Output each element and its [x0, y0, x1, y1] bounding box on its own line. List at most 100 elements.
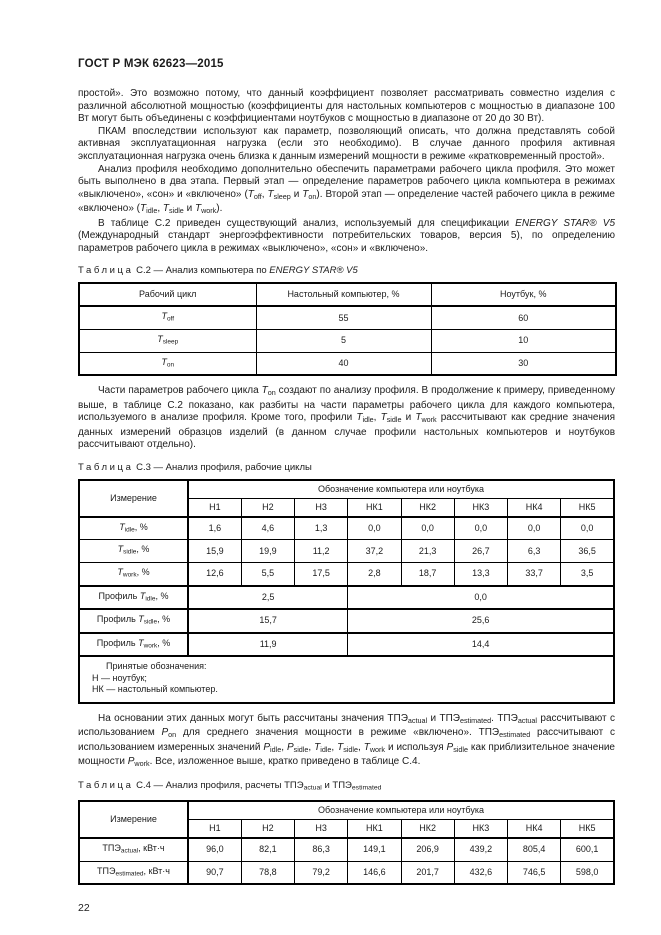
table-row: Профиль Tidle, % 2,5 0,0 — [78, 584, 615, 610]
table-cell: 11,2 — [293, 539, 349, 563]
table-cell: 805,4 — [506, 837, 562, 862]
table-cell: 10 — [430, 328, 617, 353]
table-cell: 12,6 — [187, 561, 242, 587]
table-cell: 79,2 — [293, 860, 349, 885]
table-cell: 432,6 — [453, 860, 509, 885]
row-label: Tidle, % — [78, 515, 189, 541]
row-label: Ton — [78, 351, 257, 376]
table-cell: 1,3 — [293, 515, 349, 541]
table-cell: 598,0 — [560, 860, 615, 885]
column-header: Н3 — [293, 497, 349, 518]
column-header: НК4 — [506, 819, 562, 839]
table-cell: 33,7 — [506, 561, 562, 587]
table-row: Принятые обозначения: Н — ноутбук; НК — … — [78, 655, 615, 704]
table-row: Tsleep 5 10 — [78, 328, 617, 353]
column-header: Измерение — [78, 479, 189, 518]
note-line: НК — настольный компьютер. — [92, 684, 218, 695]
table-cell: 86,3 — [293, 837, 349, 862]
table-cell: 2,8 — [347, 561, 402, 587]
table-cell: 78,8 — [240, 860, 296, 885]
row-label: ТПЭestimated, кВт·ч — [78, 860, 189, 885]
row-label: Twork, % — [78, 561, 189, 587]
column-header: НК5 — [560, 819, 615, 839]
table-cell: 1,6 — [187, 515, 242, 541]
column-header: Н3 — [293, 819, 349, 839]
table-row: Twork, % 12,6 5,5 17,5 2,8 18,7 13,3 33,… — [78, 561, 615, 587]
table-header-row: Рабочий цикл Настольный компьютер, % Ноу… — [78, 282, 617, 308]
table-cell: 206,9 — [400, 837, 455, 862]
column-header: Измерение — [78, 800, 189, 839]
table-cell: 4,6 — [240, 515, 296, 541]
table-cell: 3,5 — [560, 561, 615, 587]
table-cell: 0,0 — [347, 515, 402, 541]
table-cell: 14,4 — [347, 631, 615, 657]
row-label: Профиль Twork, % — [78, 631, 189, 657]
table-cell: 37,2 — [347, 539, 402, 563]
paragraph-pkam: ПКАМ впоследствии используют как парамет… — [78, 125, 615, 162]
column-header: НК2 — [400, 497, 455, 518]
table-cell: 6,3 — [506, 539, 562, 563]
paragraph-tpe-calculations: На основании этих данных могут быть расс… — [78, 712, 615, 768]
table-row: Toff 55 60 — [78, 305, 617, 330]
table-cell: 201,7 — [400, 860, 455, 885]
table-cell: 13,3 — [453, 561, 509, 587]
table-header-row: Н1 Н2 Н3 НК1 НК2 НК3 НК4 НК5 — [79, 497, 615, 518]
table-cell: 15,7 — [187, 608, 349, 634]
row-label: ТПЭactual, кВт·ч — [78, 837, 189, 862]
table-c2-caption: Таблица С.2 — Анализ компьютера по ENERG… — [78, 265, 358, 277]
table-cell: 0,0 — [560, 515, 615, 541]
table-cell: 17,5 — [293, 561, 349, 587]
table-row: Профиль Tsidle, % 15,7 25,6 — [78, 608, 615, 634]
table-cell: 60 — [430, 305, 617, 330]
paragraph-profile-analysis: Анализ профиля необходимо дополнительно … — [78, 163, 615, 215]
table-row: Tidle, % 1,6 4,6 1,3 0,0 0,0 0,0 0,0 0,0 — [78, 515, 615, 541]
table-cell: 19,9 — [240, 539, 296, 563]
row-label: Tsidle, % — [78, 539, 189, 563]
column-header: Настольный компьютер, % — [255, 282, 432, 308]
table-cell: 36,5 — [560, 539, 615, 563]
table-c4: Измерение Обозначение компьютера или ноу… — [78, 800, 615, 886]
column-header: НК4 — [506, 497, 562, 518]
table-row: Профиль Twork, % 11,9 14,4 — [78, 631, 615, 657]
table-cell: 15,9 — [187, 539, 242, 563]
row-label: Toff — [78, 305, 257, 330]
table-cell: 0,0 — [453, 515, 509, 541]
column-header: Н1 — [187, 819, 242, 839]
paragraph-table-c2-intro: В таблице С.2 приведен существующий анал… — [78, 217, 615, 254]
row-label: Tsleep — [78, 328, 257, 353]
table-cell: 55 — [255, 305, 432, 330]
table-cell: 5 — [255, 328, 432, 353]
table-cell: 0,0 — [400, 515, 455, 541]
table-cell: 30 — [430, 351, 617, 376]
table-cell: 90,7 — [187, 860, 242, 885]
table-cell: 2,5 — [187, 584, 349, 610]
table-header-row: Измерение Обозначение компьютера или ноу… — [78, 800, 615, 839]
table-cell: 82,1 — [240, 837, 296, 862]
table-c3-caption: Таблица С.3 — Анализ профиля, рабочие ци… — [78, 461, 312, 473]
table-cell: 40 — [255, 351, 432, 376]
column-header: Рабочий цикл — [78, 282, 257, 308]
row-label: Профиль Tsidle, % — [78, 608, 189, 634]
table-c3: Измерение Обозначение компьютера или ноу… — [78, 478, 615, 704]
table-cell: 439,2 — [453, 837, 509, 862]
table-c2: Рабочий цикл Настольный компьютер, % Ноу… — [78, 282, 617, 377]
paragraph-continuation: простой». Это возможно потому, что данны… — [78, 88, 615, 125]
table-row: Tsidle, % 15,9 19,9 11,2 37,2 21,3 26,7 … — [78, 539, 615, 563]
note-line: Н — ноутбук; — [92, 672, 147, 683]
column-header: Н1 — [187, 497, 242, 518]
note-line: Принятые обозначения: — [106, 661, 207, 672]
table-cell: 21,3 — [400, 539, 455, 563]
column-header: Н2 — [240, 819, 296, 839]
column-header: Н2 — [240, 497, 296, 518]
table-header-row: Измерение Обозначение компьютера или ноу… — [78, 479, 615, 518]
column-header: НК1 — [347, 819, 402, 839]
column-header: НК3 — [453, 497, 509, 518]
table-cell: 600,1 — [560, 837, 615, 862]
table-c4-caption: Таблица С.4 — Анализ профиля, расчеты ТП… — [78, 780, 382, 793]
table-cell: 11,9 — [187, 631, 349, 657]
document-header: ГОСТ Р МЭК 62623—2015 — [78, 58, 224, 70]
table-cell: 0,0 — [347, 584, 615, 610]
table-cell: 5,5 — [240, 561, 296, 587]
table-row: ТПЭactual, кВт·ч 96,0 82,1 86,3 149,1 20… — [78, 837, 615, 862]
table-row: Ton 40 30 — [78, 351, 617, 376]
